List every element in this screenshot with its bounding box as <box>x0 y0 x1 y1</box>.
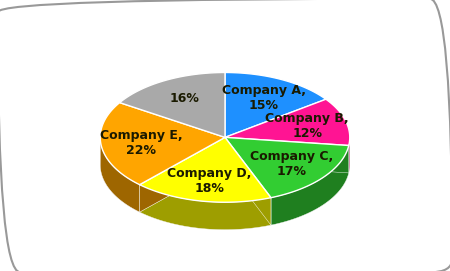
Polygon shape <box>225 137 349 173</box>
Text: Company B,
12%: Company B, 12% <box>266 112 349 140</box>
Text: Company D,
18%: Company D, 18% <box>167 167 251 195</box>
Polygon shape <box>225 137 271 225</box>
Text: Company C,
17%: Company C, 17% <box>250 150 333 178</box>
Text: Company E,
22%: Company E, 22% <box>99 129 182 157</box>
Polygon shape <box>225 137 271 225</box>
Polygon shape <box>225 99 350 146</box>
Polygon shape <box>140 137 271 202</box>
Polygon shape <box>349 137 350 173</box>
Polygon shape <box>140 185 271 230</box>
Ellipse shape <box>100 100 350 230</box>
Polygon shape <box>140 137 225 212</box>
Polygon shape <box>100 138 140 212</box>
Polygon shape <box>271 146 349 225</box>
Polygon shape <box>120 73 225 137</box>
Polygon shape <box>100 103 225 185</box>
Polygon shape <box>225 137 349 173</box>
Polygon shape <box>140 137 225 212</box>
Text: 16%: 16% <box>169 92 199 105</box>
Polygon shape <box>225 137 349 198</box>
Text: Company A,
15%: Company A, 15% <box>221 84 306 112</box>
Polygon shape <box>225 73 326 137</box>
